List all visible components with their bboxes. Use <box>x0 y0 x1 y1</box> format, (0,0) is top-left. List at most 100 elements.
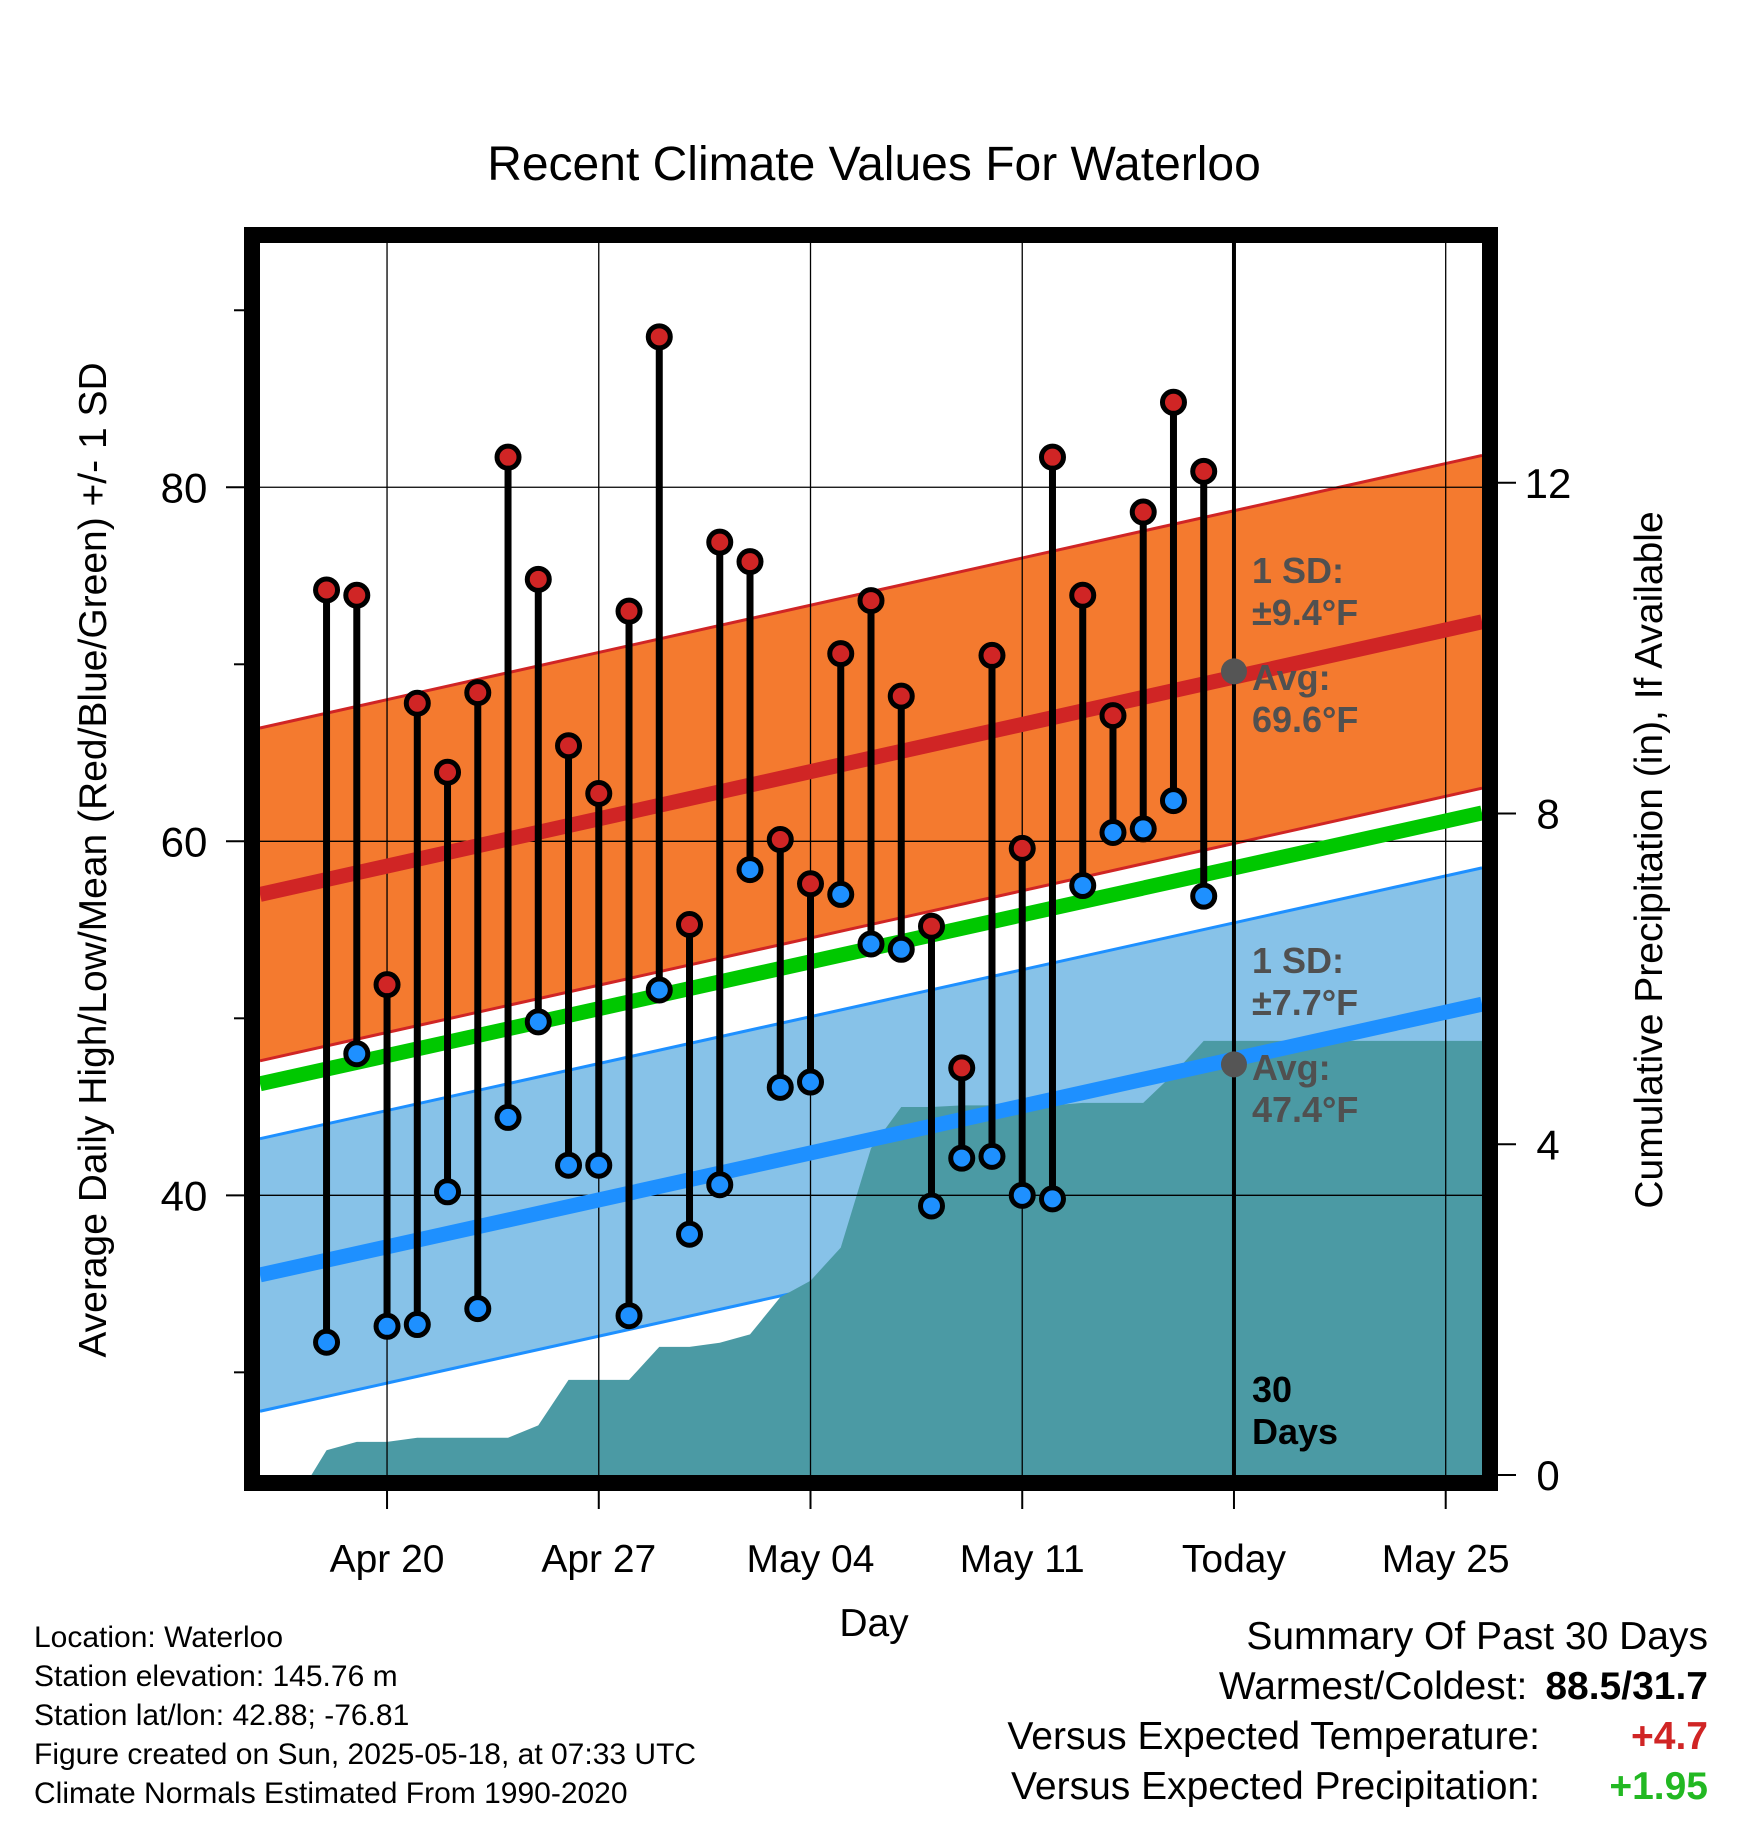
temperature-label: Versus Expected Temperature: <box>1007 1715 1540 1758</box>
low-marker <box>373 1312 401 1340</box>
warm-cold-label: Warmest/Coldest: <box>1218 1665 1528 1708</box>
precipitation-area <box>260 1040 1482 1475</box>
precipitation-value: +1.95 <box>1609 1765 1708 1808</box>
high-marker <box>494 443 522 471</box>
y-right-tick-label: 4 <box>1536 1121 1559 1168</box>
y-left-tick-label: 60 <box>161 818 208 865</box>
low-marker <box>676 1220 704 1248</box>
high-marker <box>464 679 492 707</box>
y-left-tick-label: 80 <box>161 464 208 511</box>
y-right-tick-label: 0 <box>1536 1452 1559 1499</box>
high-marker <box>1038 443 1066 471</box>
low-marker <box>1129 815 1157 843</box>
high-marker <box>555 732 583 760</box>
low-sd-label: 1 SD: <box>1252 940 1344 981</box>
station-latlon: Station lat/lon: 42.88; -76.81 <box>34 1699 410 1732</box>
y-left-axis-label: Average Daily High/Low/Mean (Red/Blue/Gr… <box>72 362 115 1357</box>
x-tick-label: Apr 27 <box>541 1538 656 1581</box>
high-marker <box>978 641 1006 669</box>
temperature-value: +4.7 <box>1631 1715 1708 1758</box>
high-marker <box>917 912 945 940</box>
high-sd-label: 1 SD: <box>1252 550 1344 591</box>
high-marker <box>645 323 673 351</box>
high-marker <box>615 597 643 625</box>
high-marker <box>827 640 855 668</box>
low-marker <box>797 1068 825 1096</box>
high-avg-dot <box>1220 658 1247 685</box>
low-marker <box>1099 818 1127 846</box>
low-sd-value: ±7.7°F <box>1252 982 1358 1023</box>
low-marker <box>524 1008 552 1036</box>
low-marker <box>736 856 764 884</box>
low-marker <box>313 1328 341 1356</box>
station-info: Location: Waterloo Station elevation: 14… <box>34 1618 696 1813</box>
low-marker <box>434 1178 462 1206</box>
summary-temperature: Versus Expected Temperature: +4.7 <box>1007 1712 1708 1762</box>
high-marker <box>676 910 704 938</box>
summary-panel: Summary Of Past 30 Days Warmest/Coldest:… <box>1007 1612 1708 1812</box>
high-marker <box>797 870 825 898</box>
days-count: 30 <box>1252 1369 1292 1410</box>
low-avg-value: 47.4°F <box>1252 1089 1358 1130</box>
low-marker <box>1159 787 1187 815</box>
y-right-tick-label: 12 <box>1525 460 1572 507</box>
low-marker <box>917 1192 945 1220</box>
high-marker <box>1008 834 1036 862</box>
summary-precipitation: Versus Expected Precipitation: +1.95 <box>1007 1762 1708 1812</box>
low-marker <box>403 1311 431 1339</box>
plot-frame <box>244 227 1498 1491</box>
high-marker <box>1069 581 1097 609</box>
high-marker <box>1190 457 1218 485</box>
high-marker <box>857 587 885 615</box>
low-marker <box>887 935 915 963</box>
x-tick-label: Today <box>1182 1538 1287 1581</box>
days-label: Days <box>1252 1411 1338 1452</box>
low-marker <box>464 1295 492 1323</box>
high-marker <box>343 581 371 609</box>
high-marker <box>585 780 613 808</box>
low-marker <box>343 1040 371 1068</box>
low-marker <box>1038 1185 1066 1213</box>
low-marker <box>585 1151 613 1179</box>
y-left-tick-label: 40 <box>161 1172 208 1219</box>
low-band-upper-edge <box>259 866 1483 1141</box>
high-marker <box>766 826 794 854</box>
high-avg-value: 69.6°F <box>1252 699 1358 740</box>
y-right-axis-label: Cumulative Precipitation (in), If Availa… <box>1628 511 1671 1208</box>
high-marker <box>403 689 431 717</box>
chart-title: Recent Climate Values For Waterloo <box>487 138 1261 191</box>
high-marker <box>1129 498 1157 526</box>
summary-title: Summary Of Past 30 Days <box>1246 1615 1708 1658</box>
low-marker <box>1190 882 1218 910</box>
warm-cold-value: 88.5/31.7 <box>1545 1665 1708 1708</box>
low-marker <box>1069 872 1097 900</box>
high-marker <box>373 971 401 999</box>
low-marker <box>766 1073 794 1101</box>
high-marker <box>313 576 341 604</box>
low-avg-label: Avg: <box>1252 1047 1331 1088</box>
high-avg-label: Avg: <box>1252 657 1331 698</box>
figure-created: Figure created on Sun, 2025-05-18, at 07… <box>34 1738 697 1771</box>
high-sd-value: ±9.4°F <box>1252 592 1358 633</box>
high-marker <box>1099 702 1127 730</box>
y-right-tick-label: 8 <box>1536 791 1559 838</box>
low-marker <box>857 930 885 958</box>
summary-warm-cold: Warmest/Coldest: 88.5/31.7 <box>1007 1662 1708 1712</box>
climate-normals-note: Climate Normals Estimated From 1990-2020 <box>34 1777 628 1810</box>
low-marker <box>827 880 855 908</box>
high-marker <box>706 528 734 556</box>
high-marker <box>948 1054 976 1082</box>
low-marker <box>494 1103 522 1131</box>
low-marker <box>645 976 673 1004</box>
low-marker <box>555 1151 583 1179</box>
x-axis-label: Day <box>839 1602 909 1645</box>
precipitation-label: Versus Expected Precipitation: <box>1011 1765 1540 1808</box>
low-marker <box>706 1171 734 1199</box>
station-location: Location: Waterloo <box>34 1621 284 1654</box>
high-marker <box>887 682 915 710</box>
x-tick-label: May 04 <box>747 1538 875 1581</box>
low-marker <box>615 1302 643 1330</box>
high-marker <box>434 758 462 786</box>
low-marker <box>948 1144 976 1172</box>
